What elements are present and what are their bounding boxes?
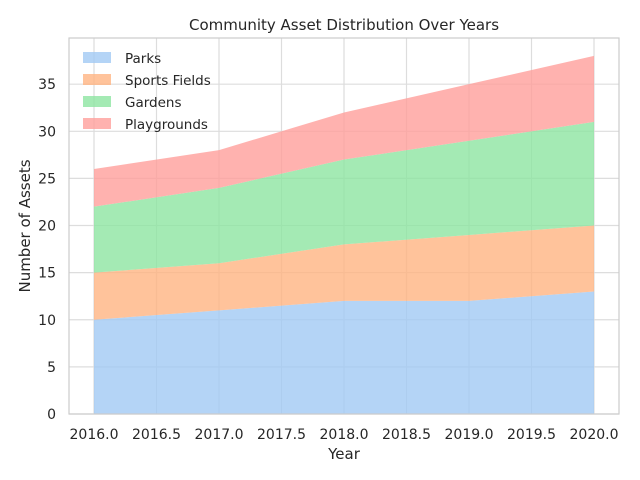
area-gardens bbox=[94, 121, 594, 273]
legend-swatch bbox=[83, 96, 111, 107]
y-tick-label: 15 bbox=[38, 266, 56, 282]
x-tick-label: 2016.0 bbox=[70, 427, 119, 443]
legend-swatch bbox=[83, 74, 111, 85]
area-playgrounds bbox=[94, 55, 594, 207]
y-tick-label: 20 bbox=[38, 219, 56, 235]
chart-title: Community Asset Distribution Over Years bbox=[189, 16, 499, 34]
y-tick-label: 10 bbox=[38, 313, 56, 329]
y-tick-label: 35 bbox=[38, 77, 56, 93]
area-sports-fields bbox=[94, 225, 594, 320]
y-tick-label: 25 bbox=[38, 171, 56, 187]
y-tick-label: 0 bbox=[47, 407, 56, 423]
legend-label: Parks bbox=[125, 51, 161, 67]
x-axis-title: Year bbox=[327, 445, 361, 463]
x-tick-label: 2018.0 bbox=[320, 427, 369, 443]
x-tick-label: 2019.0 bbox=[445, 427, 494, 443]
legend-label: Sports Fields bbox=[125, 73, 211, 89]
x-tick-label: 2016.5 bbox=[132, 427, 181, 443]
legend: Parks Sports Fields Gardens Playgrounds bbox=[83, 51, 211, 133]
plot-frame bbox=[68, 37, 620, 415]
x-tick-label: 2017.5 bbox=[257, 427, 306, 443]
y-tick-labels: 0 5 10 15 20 25 30 35 bbox=[38, 77, 56, 423]
x-tick-label: 2017.0 bbox=[195, 427, 244, 443]
x-tick-label: 2018.5 bbox=[382, 427, 431, 443]
legend-swatch bbox=[83, 118, 111, 129]
y-tick-label: 5 bbox=[47, 360, 56, 376]
legend-label: Playgrounds bbox=[125, 117, 208, 133]
x-tick-label: 2019.5 bbox=[507, 427, 556, 443]
area-parks bbox=[94, 291, 594, 414]
y-axis-title: Number of Assets bbox=[16, 159, 34, 292]
y-tick-label: 30 bbox=[38, 124, 56, 140]
x-tick-label: 2020.0 bbox=[570, 427, 619, 443]
x-tick-labels: 2016.0 2016.5 2017.0 2017.5 2018.0 2018.5 2019… bbox=[70, 427, 619, 443]
legend-label: Gardens bbox=[125, 95, 182, 111]
area-series bbox=[94, 55, 594, 414]
legend-swatch bbox=[83, 52, 111, 63]
